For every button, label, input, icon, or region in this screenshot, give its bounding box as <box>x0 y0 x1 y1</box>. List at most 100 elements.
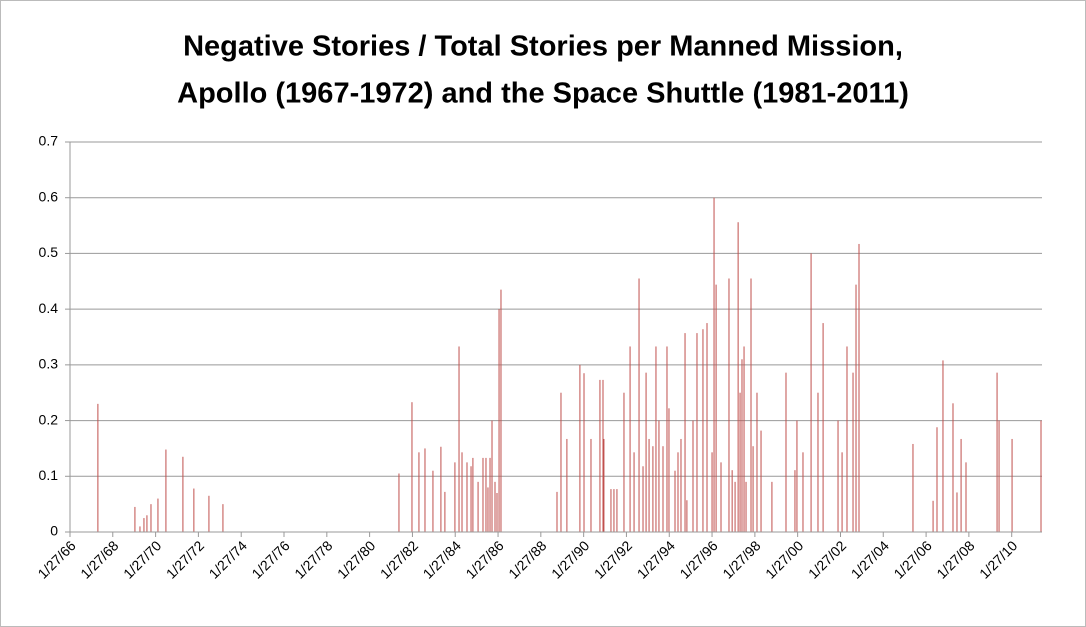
bar <box>936 427 938 532</box>
bar <box>642 466 644 532</box>
bar <box>602 379 604 532</box>
bar <box>466 462 468 532</box>
y-tick-label: 0.2 <box>39 411 59 427</box>
bar <box>952 403 954 532</box>
chart-title: Negative Stories / Total Stories per Man… <box>183 31 903 63</box>
bar <box>752 446 754 532</box>
bar <box>613 489 615 532</box>
y-tick-label: 0.7 <box>39 133 59 149</box>
bar <box>817 392 819 532</box>
bar <box>461 452 463 532</box>
bar <box>912 443 914 532</box>
bar <box>418 452 420 532</box>
bar <box>193 488 195 532</box>
bar <box>590 438 592 532</box>
bar <box>432 470 434 532</box>
bar <box>444 491 446 532</box>
bar <box>150 504 152 532</box>
bar <box>658 420 660 532</box>
bar <box>472 457 474 532</box>
bar <box>1040 420 1042 532</box>
bar <box>491 420 493 532</box>
bar <box>157 498 159 532</box>
bar <box>655 346 657 532</box>
bar <box>398 473 400 532</box>
bar <box>616 489 618 532</box>
bar <box>208 495 210 532</box>
bar <box>960 438 962 532</box>
y-tick-label: 0.6 <box>39 188 59 204</box>
bar <box>794 470 796 532</box>
bar <box>633 452 635 532</box>
bar <box>686 500 688 532</box>
bar <box>485 457 487 532</box>
bar <box>737 222 739 532</box>
bar <box>648 438 650 532</box>
bar <box>734 481 736 532</box>
bar <box>610 489 612 532</box>
bar <box>745 481 747 532</box>
chart-title: Apollo (1967-1972) and the Space Shuttle… <box>177 78 909 110</box>
bar <box>662 446 664 532</box>
bar <box>855 284 857 532</box>
bar <box>756 392 758 532</box>
bar <box>822 323 824 532</box>
bar <box>810 253 812 532</box>
bar <box>623 392 625 532</box>
y-tick-label: 0 <box>50 523 58 539</box>
bar <box>599 379 601 532</box>
bar <box>785 372 787 532</box>
bar <box>222 504 224 532</box>
bar <box>713 197 715 532</box>
bar <box>458 346 460 532</box>
bar <box>677 452 679 532</box>
bar <box>680 438 682 532</box>
bar <box>629 346 631 532</box>
bar <box>796 420 798 532</box>
y-tick-label: 0.4 <box>39 300 59 316</box>
bar <box>566 438 568 532</box>
bar <box>715 284 717 532</box>
bar <box>956 492 958 532</box>
bar <box>731 470 733 532</box>
bar <box>760 430 762 532</box>
bar <box>556 491 558 532</box>
bar <box>454 462 456 532</box>
bar <box>728 278 730 532</box>
bar <box>424 448 426 532</box>
bar <box>668 408 670 532</box>
bar <box>494 481 496 532</box>
bar <box>696 333 698 532</box>
bar <box>583 373 585 532</box>
y-tick-label: 0.5 <box>39 244 59 260</box>
y-tick-label: 0.1 <box>39 467 59 483</box>
bar <box>1011 438 1013 532</box>
bar <box>706 323 708 532</box>
bar <box>965 462 967 532</box>
bar <box>139 526 141 532</box>
bar <box>182 456 184 532</box>
bar <box>487 487 489 532</box>
bar <box>411 402 413 532</box>
bar <box>652 446 654 532</box>
bar <box>579 364 581 532</box>
bar <box>603 438 605 532</box>
bar <box>500 289 502 532</box>
bar <box>741 359 743 532</box>
bar <box>743 346 745 532</box>
bar <box>852 372 854 532</box>
bar <box>477 481 479 532</box>
bar <box>498 309 500 532</box>
bar <box>846 346 848 532</box>
bar <box>165 449 167 532</box>
bar <box>771 481 773 532</box>
bar <box>837 420 839 532</box>
bar <box>692 420 694 532</box>
bar <box>841 452 843 532</box>
bar <box>97 403 99 532</box>
bar <box>496 493 498 532</box>
y-tick-label: 0.3 <box>39 356 59 372</box>
bar <box>560 392 562 532</box>
